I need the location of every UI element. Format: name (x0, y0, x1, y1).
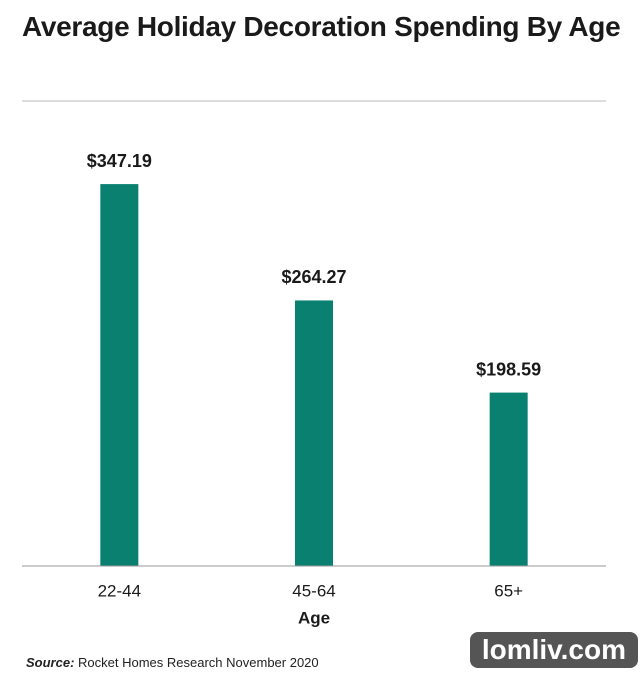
source: Source: Rocket Homes Research November 2… (26, 655, 319, 670)
source-text: Rocket Homes Research November 2020 (78, 655, 319, 670)
x-axis-label: Age (298, 608, 330, 627)
bar (489, 392, 528, 566)
chart-title: Average Holiday Decoration Spending By A… (22, 11, 621, 42)
value-label: $198.59 (476, 359, 541, 379)
watermark: lomliv.com (469, 632, 638, 668)
value-label: $264.27 (281, 267, 346, 287)
bar (295, 300, 333, 566)
x-tick-label: 45-64 (292, 581, 335, 600)
source-label: Source: (26, 655, 75, 670)
x-tick-label: 22-44 (98, 581, 141, 600)
x-tick-label: 65+ (494, 581, 523, 600)
bar (100, 184, 139, 566)
value-label: $347.19 (87, 151, 152, 171)
